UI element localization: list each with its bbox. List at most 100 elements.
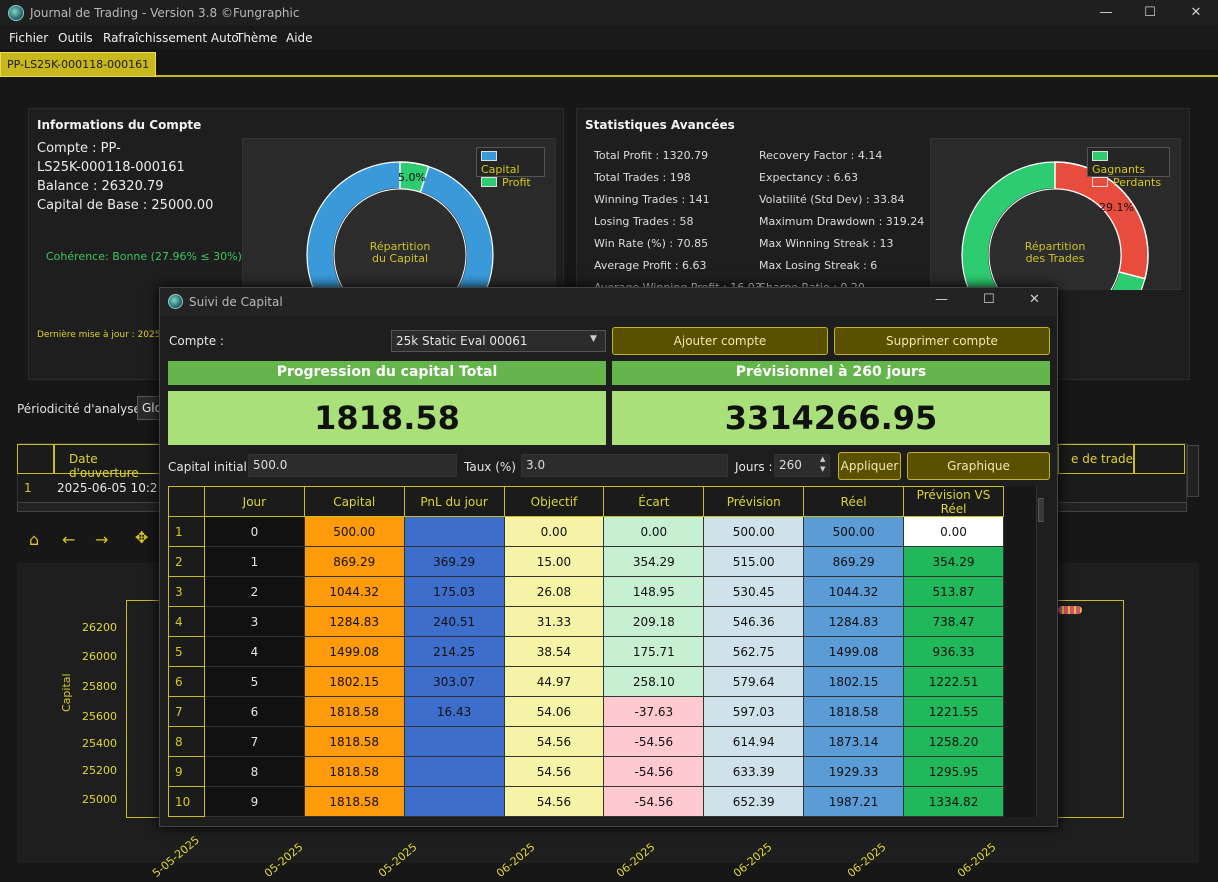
cell-reel[interactable]: 1044.32 xyxy=(803,576,905,607)
dialog-maximize-button[interactable]: ☐ xyxy=(983,292,995,307)
cell-jour[interactable]: 2 xyxy=(203,576,305,607)
cell-jour[interactable]: 5 xyxy=(203,666,305,697)
cell-pnl[interactable] xyxy=(403,786,505,817)
cell-jour[interactable]: 8 xyxy=(203,756,305,787)
cell-rownum[interactable]: 4 xyxy=(168,606,205,637)
cell-jour[interactable]: 7 xyxy=(203,726,305,757)
cell-reel[interactable]: 500.00 xyxy=(803,516,905,547)
stepper-arrows-icon[interactable]: ▲ ▼ xyxy=(820,455,826,473)
menu-aide[interactable]: Aide xyxy=(286,31,313,45)
table-row[interactable]: 9 8 1818.58 54.56 -54.56 633.39 1929.33 1295.95 xyxy=(168,756,1004,787)
move-icon[interactable]: ✥ xyxy=(135,528,149,547)
cell-capital[interactable]: 1818.58 xyxy=(303,696,405,727)
cell-prevision[interactable]: 515.00 xyxy=(703,546,805,577)
cell-ecart[interactable]: 258.10 xyxy=(603,666,705,697)
table-vscroll[interactable] xyxy=(1036,486,1044,817)
cell-ecart[interactable]: 354.29 xyxy=(603,546,705,577)
cell-rownum[interactable]: 10 xyxy=(168,786,205,817)
cell-jour[interactable]: 1 xyxy=(203,546,305,577)
cell-prevision-vs-reel[interactable]: 936.33 xyxy=(903,636,1004,667)
cell-capital[interactable]: 1802.15 xyxy=(303,666,405,697)
cell-ecart[interactable]: -37.63 xyxy=(603,696,705,727)
cell-pnl[interactable] xyxy=(403,516,505,547)
col-reel[interactable]: Réel xyxy=(803,486,905,517)
cell-ecart[interactable]: 148.95 xyxy=(603,576,705,607)
apply-button[interactable]: Appliquer xyxy=(838,452,901,480)
cell-capital[interactable]: 1818.58 xyxy=(303,726,405,757)
cell-objectif[interactable]: 26.08 xyxy=(503,576,605,607)
cell-reel[interactable]: 869.29 xyxy=(803,546,905,577)
cell-reel[interactable]: 1802.15 xyxy=(803,666,905,697)
cell-prevision[interactable]: 652.39 xyxy=(703,786,805,817)
table-row[interactable]: 3 2 1044.32 175.03 26.08 148.95 530.45 1044.32 5… xyxy=(168,576,1004,607)
cell-pnl[interactable]: 240.51 xyxy=(403,606,505,637)
cell-capital[interactable]: 1284.83 xyxy=(303,606,405,637)
col-date-ouverture[interactable]: Date d'ouverture xyxy=(54,444,164,480)
close-button[interactable]: ✕ xyxy=(1190,5,1202,20)
cell-capital[interactable]: 1818.58 xyxy=(303,756,405,787)
compte-select[interactable]: 25k Static Eval 00061 ▼ xyxy=(391,330,606,352)
cell-ecart[interactable]: 209.18 xyxy=(603,606,705,637)
cell-ecart[interactable]: -54.56 xyxy=(603,726,705,757)
cell-ecart[interactable]: 0.00 xyxy=(603,516,705,547)
cell-prevision-vs-reel[interactable]: 1258.20 xyxy=(903,726,1004,757)
cell-rownum[interactable]: 5 xyxy=(168,636,205,667)
cell-pnl[interactable]: 16.43 xyxy=(403,696,505,727)
col-pnl[interactable]: PnL du jour xyxy=(403,486,505,517)
performance-chart-button[interactable]: Graphique performances xyxy=(907,452,1050,499)
col-type-trade[interactable]: e de trade xyxy=(1058,444,1134,474)
cell-ecart[interactable]: 175.71 xyxy=(603,636,705,667)
cell-prevision[interactable]: 562.75 xyxy=(703,636,805,667)
cell-prevision-vs-reel[interactable]: 1334.82 xyxy=(903,786,1004,817)
cell-capital[interactable]: 500.00 xyxy=(303,516,405,547)
back-icon[interactable]: ← xyxy=(62,530,76,549)
menu-rafraichissement[interactable]: Rafraîchissement Auto xyxy=(103,31,239,45)
table-row[interactable]: 8 7 1818.58 54.56 -54.56 614.94 1873.14 1258.20 xyxy=(168,726,1004,757)
cell-capital[interactable]: 1818.58 xyxy=(303,786,405,817)
cell-reel[interactable]: 1929.33 xyxy=(803,756,905,787)
cell-objectif[interactable]: 54.06 xyxy=(503,696,605,727)
add-account-button[interactable]: Ajouter compte xyxy=(612,327,828,355)
cell-objectif[interactable]: 54.56 xyxy=(503,786,605,817)
cell-rownum[interactable]: 2 xyxy=(168,546,205,577)
cell-prevision-vs-reel[interactable]: 1295.95 xyxy=(903,756,1004,787)
tab-account[interactable]: PP-LS25K-000118-000161 xyxy=(0,52,157,77)
table-row[interactable]: 10 9 1818.58 54.56 -54.56 652.39 1987.21 1334.8… xyxy=(168,786,1004,817)
cell-prevision[interactable]: 530.45 xyxy=(703,576,805,607)
cell-objectif[interactable]: 44.97 xyxy=(503,666,605,697)
cell-prevision[interactable]: 597.03 xyxy=(703,696,805,727)
cell-rownum[interactable]: 7 xyxy=(168,696,205,727)
cell-prevision-vs-reel[interactable]: 0.00 xyxy=(903,516,1004,547)
cell-reel[interactable]: 1284.83 xyxy=(803,606,905,637)
cell-jour[interactable]: 6 xyxy=(203,696,305,727)
cell-objectif[interactable]: 54.56 xyxy=(503,726,605,757)
cell-objectif[interactable]: 0.00 xyxy=(503,516,605,547)
cell-jour[interactable]: 0 xyxy=(203,516,305,547)
cell-prevision[interactable]: 500.00 xyxy=(703,516,805,547)
col-prevision[interactable]: Prévision xyxy=(703,486,805,517)
cell-pnl[interactable] xyxy=(403,726,505,757)
cell-ecart[interactable]: -54.56 xyxy=(603,756,705,787)
cell-rownum[interactable]: 3 xyxy=(168,576,205,607)
cell-pnl[interactable]: 303.07 xyxy=(403,666,505,697)
menu-theme[interactable]: Thème xyxy=(236,31,278,45)
forward-icon[interactable]: → xyxy=(95,530,109,549)
cell-prevision[interactable]: 546.36 xyxy=(703,606,805,637)
delete-account-button[interactable]: Supprimer compte xyxy=(834,327,1050,355)
cell-objectif[interactable]: 31.33 xyxy=(503,606,605,637)
minimize-button[interactable]: — xyxy=(1099,5,1113,20)
col-prevision-vs-reel[interactable]: Prévision VS Réel xyxy=(903,486,1004,517)
maximize-button[interactable]: ☐ xyxy=(1144,5,1156,20)
cell-prevision[interactable]: 579.64 xyxy=(703,666,805,697)
cell-rownum[interactable]: 9 xyxy=(168,756,205,787)
cell-rownum[interactable]: 1 xyxy=(168,516,205,547)
cell-prevision[interactable]: 633.39 xyxy=(703,756,805,787)
menu-outils[interactable]: Outils xyxy=(58,31,93,45)
table-row[interactable]: 6 5 1802.15 303.07 44.97 258.10 579.64 1802.15 1… xyxy=(168,666,1004,697)
cell-prevision-vs-reel[interactable]: 1222.51 xyxy=(903,666,1004,697)
table-row[interactable]: 1 0 500.00 0.00 0.00 500.00 500.00 0.00 xyxy=(168,516,1004,547)
cell-capital[interactable]: 869.29 xyxy=(303,546,405,577)
menu-fichier[interactable]: Fichier xyxy=(9,31,49,45)
cell-rownum[interactable]: 6 xyxy=(168,666,205,697)
col-ecart[interactable]: Écart xyxy=(603,486,705,517)
